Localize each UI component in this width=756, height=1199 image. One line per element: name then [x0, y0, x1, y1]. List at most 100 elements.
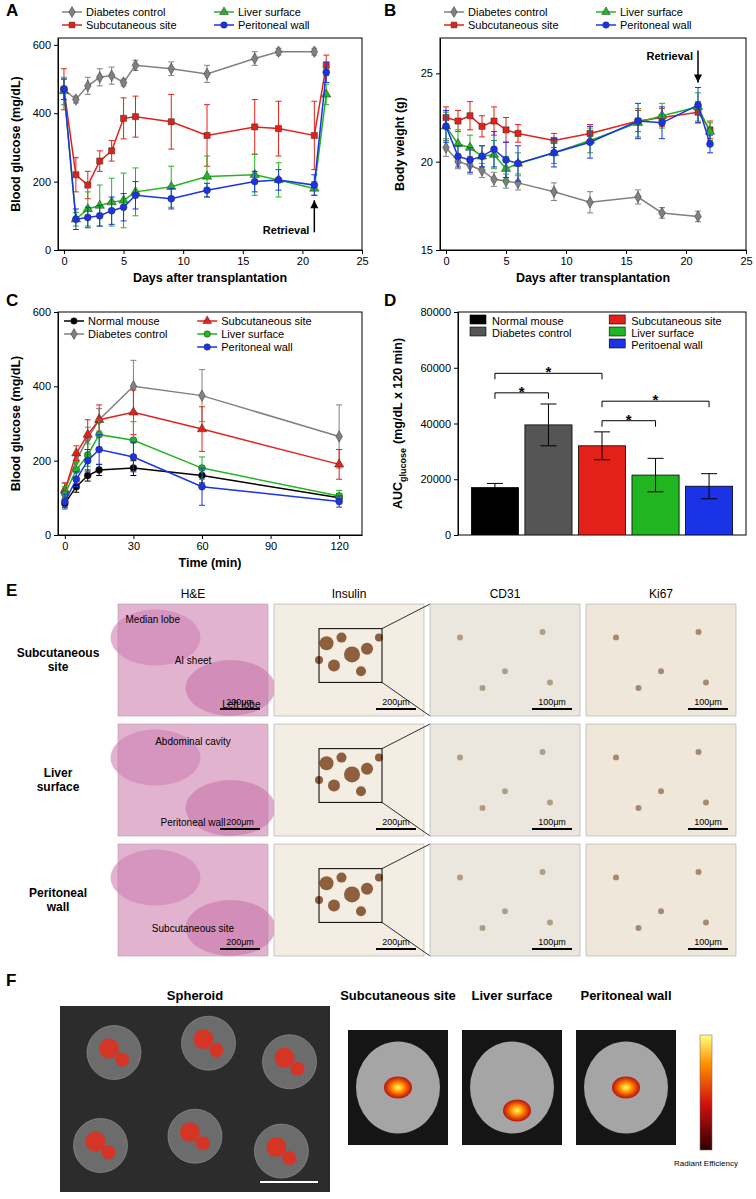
error-bar [336, 496, 342, 507]
legend-entry: Subcutaneous site [444, 19, 559, 31]
marker [336, 498, 343, 505]
insulin-stain [328, 660, 340, 672]
marker [204, 132, 210, 138]
y-axis-title: Blood glucose (mg/dL) [9, 356, 23, 491]
scale-bar [532, 828, 572, 830]
marker [129, 407, 138, 415]
y-axis-tick-mark [436, 250, 440, 251]
y-axis-tick: 25 [421, 67, 440, 79]
marker [479, 123, 485, 129]
inset-connector [382, 802, 430, 836]
marker [59, 86, 68, 94]
error-bar [61, 77, 67, 104]
y-axis-tick-mark [436, 162, 440, 163]
marker [120, 115, 126, 121]
error-bar [467, 102, 473, 130]
error-bar [515, 146, 521, 181]
chart: 020000400006000080000****Normal mouseDia… [420, 306, 746, 541]
y-axis-title-main: AUC [391, 482, 405, 509]
legend-swatch [609, 339, 625, 348]
micrograph: 100μm [586, 604, 736, 716]
spheroid [254, 1124, 308, 1178]
y-axis-tick: 200 [33, 455, 58, 467]
error-bar [503, 118, 509, 143]
legend-marker [451, 22, 457, 28]
marker [443, 142, 450, 153]
y-axis-tick-mark [454, 479, 458, 480]
marker [515, 160, 522, 167]
legend-marker [603, 22, 610, 29]
legend-marker [204, 331, 211, 338]
x-axis-tick: 20 [297, 250, 309, 267]
y-axis-tick-label: 20 [421, 156, 433, 168]
y-axis-tick: 200 [33, 176, 58, 188]
scale-bar-label: 100μm [694, 697, 722, 707]
error-bar [97, 151, 103, 172]
scale-bar [220, 948, 260, 950]
error-bar [109, 67, 115, 84]
image-title: Peritoneal wall [580, 988, 671, 1003]
inset-connector [382, 604, 430, 629]
stain-texture [696, 749, 702, 755]
marker [275, 176, 282, 183]
error-bar [276, 101, 282, 156]
micrograph-image [430, 724, 580, 836]
marker [204, 187, 211, 194]
series-line [64, 65, 326, 185]
stain-texture [658, 668, 664, 674]
organ [470, 1042, 554, 1134]
plot-frame [458, 312, 746, 535]
error-bar [551, 183, 557, 201]
stain-texture [696, 629, 702, 635]
stain-texture [613, 635, 619, 641]
marker [695, 211, 702, 222]
legend-entry: Normal mouse [470, 315, 564, 327]
marker [132, 60, 139, 71]
x-axis: 0306090120 [59, 535, 363, 552]
marker [84, 457, 91, 464]
row-label: Subcutaneoussite [17, 646, 100, 674]
y-axis: 020000400006000080000 [420, 306, 458, 541]
marker [96, 212, 103, 219]
spheroid-signal [86, 1132, 106, 1152]
error-bar [61, 69, 67, 110]
micrograph: 100μm [586, 724, 736, 836]
micrograph-image [274, 844, 424, 956]
row-label: Liversurface [37, 766, 80, 794]
marker [168, 195, 175, 202]
x-axis-tick: 0 [62, 535, 68, 552]
error-bar [97, 206, 103, 227]
tissue-label: Abdominal cavity [155, 736, 231, 747]
legend-label: Diabetes control [86, 6, 166, 18]
x-axis-tick: 0 [443, 250, 449, 267]
error-bar [323, 62, 329, 83]
legend-entry: Peritoenal wall [609, 339, 703, 351]
error-bar [707, 135, 713, 153]
y-axis-tick: 0 [45, 244, 58, 256]
spheroid-signal [102, 1146, 116, 1160]
error-bar [61, 79, 67, 100]
x-axis-tick: 20 [680, 250, 692, 267]
scale-bar-label: 200μm [382, 817, 410, 827]
insulin-stain [361, 763, 373, 775]
y-axis-tick-mark [454, 368, 458, 369]
panel-letter: C [6, 291, 18, 310]
scale-bar-label: 100μm [694, 817, 722, 827]
chart: 05101520250200400600Days after transplan… [33, 6, 369, 285]
error-bar [491, 172, 497, 186]
x-axis-tick-mark [506, 250, 507, 254]
micrograph-image [430, 604, 580, 716]
insulin-stain [344, 646, 360, 662]
x-axis-tick: 30 [128, 535, 140, 552]
insulin-stain [337, 873, 347, 883]
error-bar [96, 464, 102, 475]
error-bar [503, 142, 509, 177]
marker [503, 156, 510, 163]
marker [251, 53, 258, 64]
y-axis-tick-label: 400 [33, 107, 51, 119]
colorbar [700, 1035, 712, 1150]
marker [322, 89, 331, 97]
marker [587, 139, 594, 146]
y-axis-line [58, 39, 59, 251]
error-bar [132, 96, 138, 137]
